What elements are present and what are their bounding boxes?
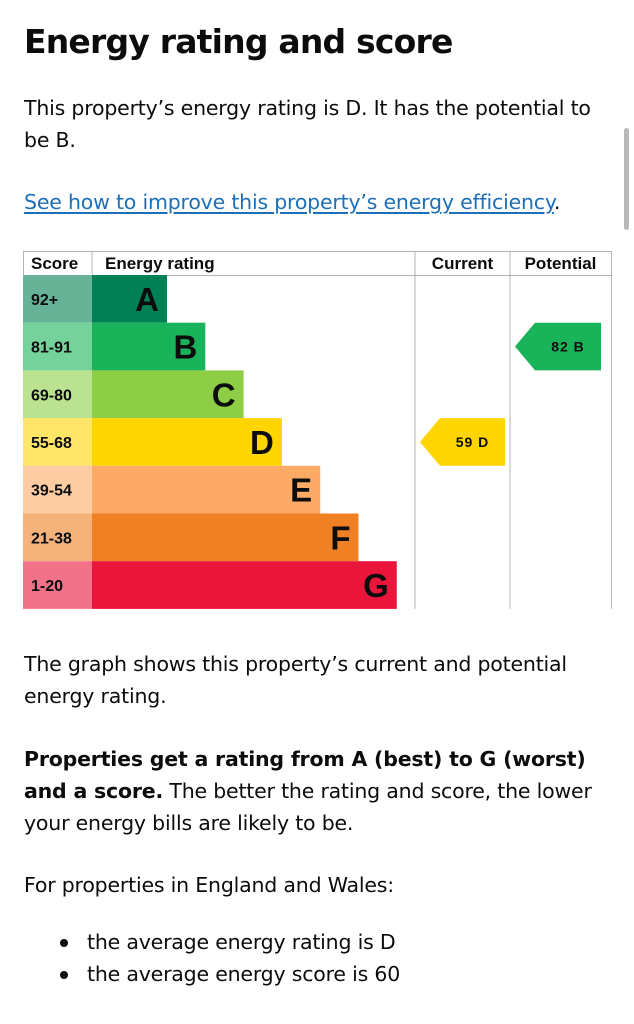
rating-bar	[92, 418, 282, 466]
current-rating-arrow	[420, 418, 505, 466]
averages-list: the average energy rating is D the avera…	[24, 926, 400, 990]
intro-text: This property’s energy rating is D. It h…	[24, 96, 591, 152]
score-cell	[23, 418, 92, 466]
rating-letter: F	[330, 519, 350, 556]
page-title: Energy rating and score	[24, 22, 453, 61]
potential-rating-label: 82 B	[551, 339, 585, 355]
link-suffix: .	[553, 190, 561, 214]
score-range-label: 55-68	[31, 435, 72, 452]
ratings-bold-text: Properties get a rating from A (best) to…	[24, 747, 586, 803]
score-cell	[23, 465, 92, 514]
header-potential: Potential	[525, 254, 597, 273]
rating-bar	[92, 561, 397, 609]
england-wales-text: For properties in England and Wales:	[24, 873, 394, 897]
rating-bar	[92, 275, 167, 323]
scrollbar[interactable]	[624, 128, 629, 230]
improve-efficiency-link[interactable]: See how to improve this property’s energ…	[24, 190, 554, 214]
score-cell	[23, 275, 92, 323]
score-range-label: 81-91	[31, 340, 72, 357]
rating-bar	[92, 465, 321, 514]
score-range-label: 39-54	[31, 483, 72, 500]
score-cell	[23, 370, 92, 419]
ratings-rest-text: The better the rating and score, the low…	[24, 779, 592, 835]
rating-letter: A	[135, 281, 159, 318]
rating-bar	[92, 513, 359, 562]
header-score: Score	[31, 254, 78, 273]
rating-bar	[92, 370, 244, 419]
rating-letter: E	[290, 472, 312, 509]
energy-rating-chart: Score Energy rating Current Potential 92+ A 81…	[23, 251, 612, 609]
ratings-explanation: Properties get a rating from A (best) to…	[24, 743, 614, 839]
potential-rating-arrow	[515, 322, 601, 371]
score-cell	[23, 561, 92, 609]
score-cell	[23, 513, 92, 562]
rating-letter: G	[363, 567, 389, 604]
list-item: the average energy rating is D	[24, 926, 400, 958]
graph-caption: The graph shows this property’s current …	[24, 652, 567, 708]
score-range-label: 21-38	[31, 530, 72, 547]
header-energy-rating: Energy rating	[105, 254, 215, 273]
rating-letter: C	[212, 376, 236, 413]
score-range-label: 92+	[31, 292, 58, 309]
score-range-label: 1-20	[31, 578, 63, 595]
current-rating-label: 59 D	[456, 434, 490, 450]
rating-letter: B	[173, 329, 197, 366]
chart-header-row	[23, 251, 612, 276]
score-range-label: 69-80	[31, 387, 72, 404]
rating-letter: D	[250, 424, 274, 461]
header-current: Current	[432, 254, 494, 273]
rating-bar	[92, 322, 206, 371]
list-item: the average energy score is 60	[24, 958, 400, 990]
score-cell	[23, 322, 92, 371]
improve-link-paragraph: See how to improve this property’s energ…	[24, 186, 614, 218]
